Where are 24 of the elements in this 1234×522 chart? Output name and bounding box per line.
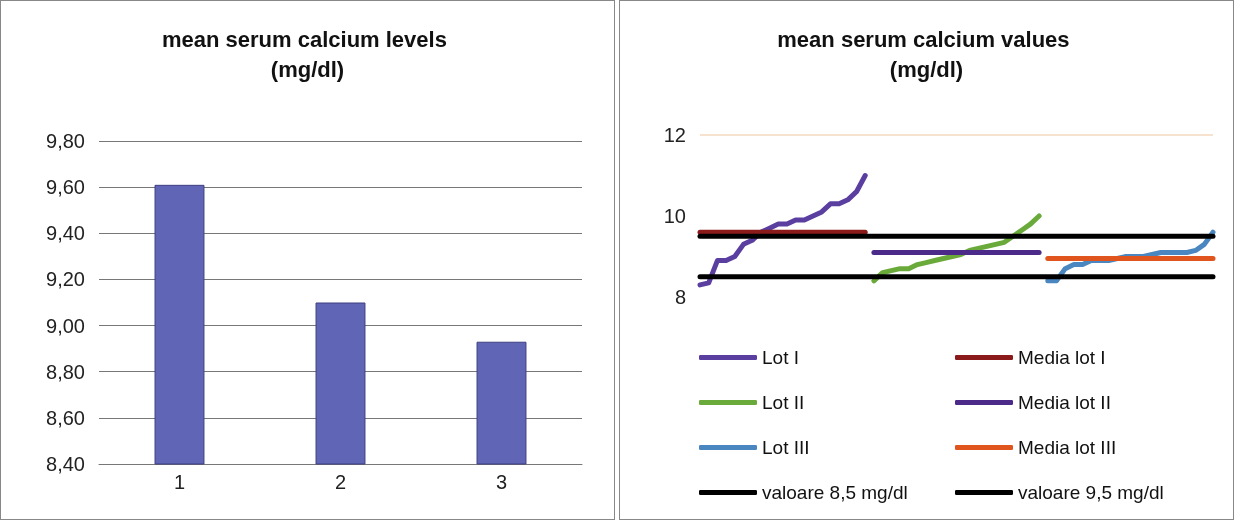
chart-title: mean serum calcium levels (mg/dl) <box>161 26 454 82</box>
y-tick-label: 8,80 <box>46 360 85 383</box>
chart-title: mean serum calcium values (mg/dl) <box>777 26 1076 82</box>
legend-label: valoare 8,5 mg/dl <box>762 482 908 503</box>
legend-label: Lot II <box>762 392 805 413</box>
y-tick-label: 9,40 <box>46 222 85 245</box>
legend-label: Lot III <box>762 437 810 458</box>
legend-label: Media lot III <box>1018 437 1117 458</box>
y-tick-label: 8,40 <box>46 453 85 475</box>
legend-label: Lot I <box>762 347 799 368</box>
y-tick-label: 9,60 <box>46 176 85 199</box>
legend-label: Media lot II <box>1018 392 1111 413</box>
y-tick-label: 8,60 <box>46 406 85 429</box>
y-tick-label: 12 <box>663 124 686 146</box>
x-tick-label: 1 <box>173 471 186 493</box>
y-tick-label: 8 <box>674 286 686 308</box>
x-tick-label: 3 <box>495 471 508 493</box>
y-tick-label: 9,00 <box>46 314 85 337</box>
x-tick-label: 2 <box>334 471 347 493</box>
y-tick-label: 9,20 <box>46 268 85 291</box>
legend-label: valoare 9,5 mg/dl <box>1018 482 1164 503</box>
y-tick-label: 9,80 <box>46 130 85 152</box>
legend-label: Media lot I <box>1018 347 1106 368</box>
y-tick-label: 10 <box>663 205 686 227</box>
